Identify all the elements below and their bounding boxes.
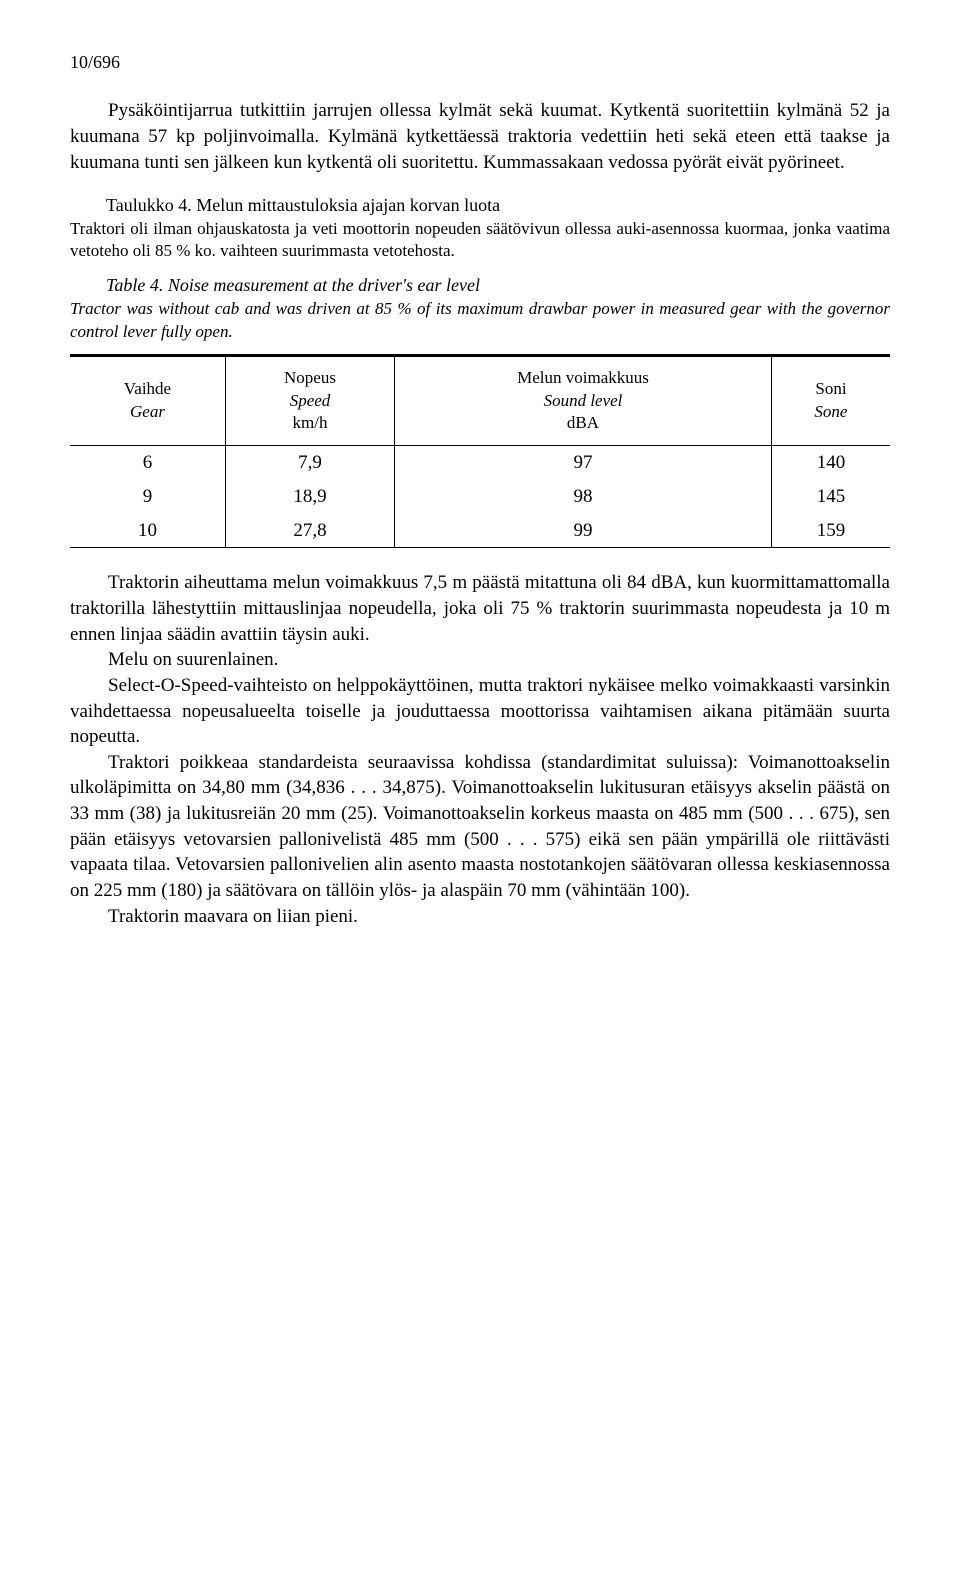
body-paragraph: Select-O-Speed-vaihteisto on helppokäytt… [70,673,890,750]
body-paragraph: Traktorin maavara on liian pieni. [70,904,890,930]
body-paragraph: Melu on suurenlainen. [70,647,890,673]
noise-table: Vaihde Gear Nopeus Speed km/h Melun voim… [70,354,890,549]
col-header-speed: Nopeus Speed km/h [225,355,394,446]
table-row: 10 27,8 99 159 [70,514,890,548]
caption-en-lead: Table 4. Noise measurement at the driver… [106,275,480,295]
col-header-sone: Soni Sone [771,355,890,446]
table-row: 9 18,9 98 145 [70,480,890,514]
table-caption-en: Table 4. Noise measurement at the driver… [70,273,890,343]
table-row: 6 7,9 97 140 [70,446,890,480]
col-header-sound: Melun voimakkuus Sound level dBA [395,355,772,446]
body-paragraph: Traktori poikkeaa standardeista seuraavi… [70,750,890,904]
page-number: 10/696 [70,50,890,74]
caption-fi-lead: Taulukko 4. Melun mittaustuloksia ajajan… [106,195,500,215]
caption-fi-body: Traktori oli ilman ohjauskatosta ja veti… [70,218,890,264]
intro-paragraph: Pysäköintijarrua tutkittiin jarrujen oll… [70,98,890,175]
col-header-gear: Vaihde Gear [70,355,225,446]
caption-en-body: Tractor was without cab and was driven a… [70,298,890,344]
table-caption-fi: Taulukko 4. Melun mittaustuloksia ajajan… [70,193,890,263]
body-paragraph: Traktorin aiheuttama melun voimakkuus 7,… [70,570,890,647]
body-section: Traktorin aiheuttama melun voimakkuus 7,… [70,570,890,929]
